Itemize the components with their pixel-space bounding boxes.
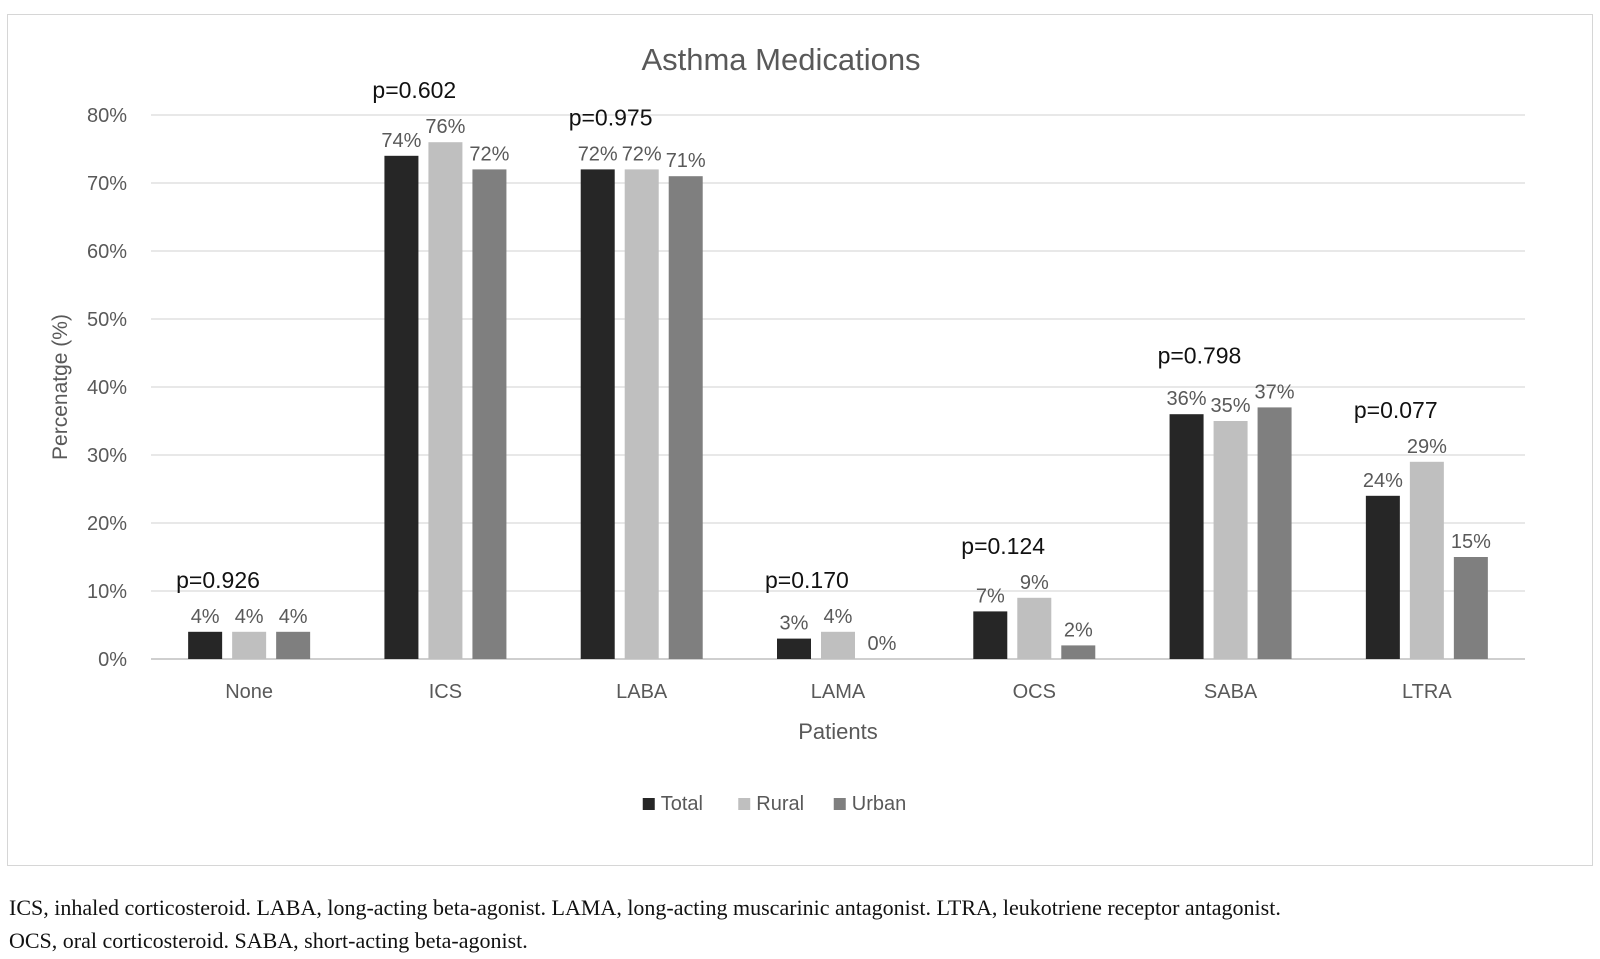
legend-swatch-total <box>642 798 655 810</box>
legend-label-total: Total <box>661 793 703 815</box>
data-label: 72% <box>578 143 618 165</box>
x-tick-label: LTRA <box>1402 681 1452 703</box>
x-tick-label: ICS <box>429 681 462 703</box>
bar-total-none <box>188 631 223 659</box>
legend-label-urban: Urban <box>852 793 906 815</box>
y-tick-label: 50% <box>87 309 127 331</box>
bar-total-saba <box>1169 414 1204 659</box>
x-tick-label: None <box>225 681 273 703</box>
p-value-annotation: p=0.170 <box>765 567 849 593</box>
legend-swatch-rural <box>738 798 751 810</box>
bar-total-laba <box>580 169 615 659</box>
figure-caption: ICS, inhaled corticosteroid. LABA, long-… <box>9 891 1579 957</box>
y-tick-label: 80% <box>87 105 127 127</box>
bar-total-ltra <box>1365 495 1400 659</box>
x-axis-title: Patients <box>798 719 878 744</box>
y-tick-label: 20% <box>87 513 127 535</box>
bar-urban-none <box>276 631 311 659</box>
data-label: 3% <box>780 613 809 635</box>
bar-chart: Asthma Medications 0% 10% 20% 30% 40% 50% 60% 70… <box>49 42 1525 815</box>
p-value-annotation: p=0.077 <box>1354 397 1438 423</box>
bar-total-ics <box>384 155 419 660</box>
y-tick-label: 0% <box>98 649 127 671</box>
data-label: 24% <box>1363 470 1403 492</box>
bar-rural-ocs <box>1017 597 1052 659</box>
y-tick-label: 60% <box>87 241 127 263</box>
bar-rural-none <box>232 631 267 659</box>
bar-urban-laba <box>668 176 703 659</box>
data-label: 36% <box>1167 388 1207 410</box>
data-label: 74% <box>381 130 421 152</box>
p-value-annotation: p=0.798 <box>1158 342 1242 368</box>
data-label: 4% <box>191 606 220 628</box>
bar-urban-ltra <box>1453 557 1488 659</box>
data-label: 7% <box>976 585 1005 607</box>
data-label: 37% <box>1255 381 1295 403</box>
y-tick-label: 10% <box>87 581 127 603</box>
chart-frame <box>7 14 1593 866</box>
bar-rural-ltra <box>1409 461 1444 659</box>
bar-urban-ics <box>472 169 507 659</box>
y-tick-label: 40% <box>87 377 127 399</box>
x-tick-label: LAMA <box>811 681 866 703</box>
data-label: 72% <box>622 143 662 165</box>
data-label: 4% <box>824 606 853 628</box>
data-label: 76% <box>425 116 465 138</box>
data-label: 15% <box>1451 531 1491 553</box>
data-label: 9% <box>1020 572 1049 594</box>
bar-rural-lama <box>821 631 855 659</box>
y-tick-label: 70% <box>87 173 127 195</box>
data-label: 29% <box>1407 436 1447 458</box>
data-label: 4% <box>279 606 308 628</box>
bar-total-lama <box>777 638 811 659</box>
data-label: 0% <box>868 633 897 655</box>
x-tick-label: SABA <box>1204 681 1258 703</box>
chart-title: Asthma Medications <box>641 42 920 77</box>
y-tick-label: 30% <box>87 445 127 467</box>
bar-rural-ics <box>428 142 463 659</box>
data-label: 71% <box>666 150 706 172</box>
data-label: 35% <box>1211 395 1251 417</box>
legend-swatch-urban <box>833 798 846 810</box>
y-axis-title: Percenatge (%) <box>49 314 72 460</box>
x-tick-label: LABA <box>616 681 668 703</box>
bar-rural-laba <box>624 169 659 659</box>
p-value-annotation: p=0.124 <box>961 533 1045 559</box>
data-label: 4% <box>235 606 264 628</box>
bar-rural-saba <box>1213 421 1248 659</box>
caption-line-1: ICS, inhaled corticosteroid. LABA, long-… <box>9 895 1281 920</box>
caption-line-2: OCS, oral corticosteroid. SABA, short-ac… <box>9 928 528 953</box>
x-tick-label: OCS <box>1013 681 1056 703</box>
legend-label-rural: Rural <box>756 793 804 815</box>
bar-urban-ocs <box>1061 645 1096 659</box>
bar-urban-saba <box>1257 407 1292 659</box>
data-label: 2% <box>1064 619 1093 641</box>
p-value-annotation: p=0.975 <box>569 104 653 130</box>
data-label: 72% <box>469 143 509 165</box>
p-value-annotation: p=0.926 <box>176 567 260 593</box>
bar-total-ocs <box>973 611 1008 659</box>
p-value-annotation: p=0.602 <box>372 77 456 103</box>
